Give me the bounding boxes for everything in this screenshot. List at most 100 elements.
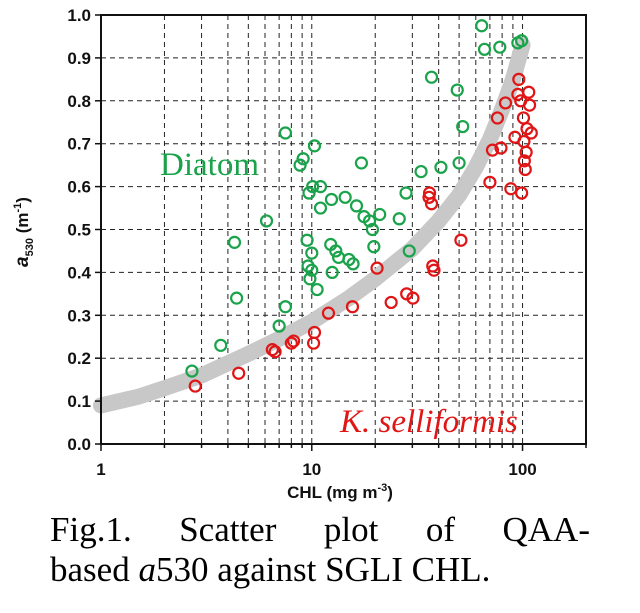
point-diatom (313, 201, 328, 215)
point-diatom (434, 160, 448, 174)
point-diatom (272, 319, 286, 333)
point-diatom (214, 338, 228, 352)
caption-line-2: based a530 against SGLI CHL. (50, 550, 590, 590)
point-diatom (324, 192, 339, 207)
caption-line-1: Fig.1. Scatter plot of QAA- (50, 510, 590, 550)
caption-line2-suffix: 530 against SGLI CHL. (155, 550, 491, 589)
point-k-selliformis (287, 334, 301, 348)
x-axis-label: CHL (mg m-3) (287, 482, 393, 502)
point-diatom (259, 214, 274, 228)
point-k-selliformis (232, 366, 246, 380)
point-k-selliformis (284, 336, 298, 350)
point-diatom (475, 19, 489, 33)
point-k-selliformis (485, 143, 500, 157)
point-k-selliformis (265, 343, 279, 357)
point-k-selliformis (516, 111, 531, 125)
point-k-selliformis (524, 126, 538, 140)
point-diatom (414, 164, 428, 179)
y-tick-label: 0.3 (67, 306, 91, 325)
point-diatom (329, 244, 343, 258)
point-diatom (313, 180, 328, 194)
y-tick-label: 0.0 (67, 435, 91, 454)
y-tick-label: 0.8 (67, 92, 91, 111)
point-k-selliformis (515, 186, 529, 200)
y-tick-label: 0.2 (67, 349, 91, 368)
point-diatom (300, 233, 314, 247)
point-k-selliformis (306, 336, 321, 350)
point-diatom (399, 186, 413, 200)
point-k-selliformis (494, 141, 508, 155)
y-tick-label: 0.4 (67, 263, 91, 282)
y-axis-ticks: 0.0 0.1 0.2 0.3 0.4 0.5 0.6 0.7 0.8 0.9 1.0 (67, 6, 101, 454)
y-tick-label: 0.9 (67, 49, 91, 68)
caption-word: of (425, 510, 455, 549)
point-diatom (392, 212, 406, 226)
point-diatom (338, 190, 352, 204)
point-diatom (306, 180, 320, 194)
y-tick-label: 0.1 (67, 392, 91, 411)
figure-caption: Fig.1. Scatter plot of QAA- based a530 a… (50, 510, 590, 590)
point-k-selliformis (370, 261, 384, 275)
point-k-selliformis (427, 263, 441, 277)
point-diatom (373, 207, 387, 222)
point-diatom (227, 235, 242, 249)
point-diatom (310, 282, 324, 297)
point-diatom (293, 158, 307, 172)
caption-word: QAA- (502, 510, 590, 549)
point-k-selliformis (406, 291, 420, 305)
point-diatom (367, 240, 381, 254)
caption-line2-italic: a (138, 550, 156, 589)
point-diatom (346, 257, 360, 271)
point-diatom (515, 34, 529, 48)
point-k-selliformis (522, 85, 536, 99)
point-k-selliformis (498, 96, 513, 110)
point-k-selliformis (424, 197, 439, 211)
point-diatom (307, 139, 322, 153)
scatter-chart: 0.0 0.1 0.2 0.3 0.4 0.5 0.6 0.7 0.8 0.9 1.0 1 10 100… (12, 6, 587, 502)
point-diatom (452, 156, 466, 170)
point-diatom (362, 214, 377, 228)
point-diatom (303, 272, 317, 286)
point-k-selliformis (321, 306, 336, 320)
point-diatom (424, 70, 439, 84)
data-points (185, 19, 538, 393)
point-diatom (493, 40, 507, 54)
trend-curve (93, 37, 531, 414)
annotation-diatom: Diatom (160, 147, 259, 183)
point-diatom (278, 126, 293, 140)
x-tick-label: 100 (508, 460, 536, 479)
point-diatom (402, 244, 416, 258)
point-diatom (477, 42, 492, 56)
point-diatom (354, 156, 369, 170)
x-axis-ticks: 1 10 100 (96, 444, 587, 479)
caption-word: plot (323, 510, 379, 549)
y-tick-label: 0.6 (67, 178, 91, 197)
point-k-selliformis (188, 379, 202, 393)
point-k-selliformis (483, 175, 497, 189)
caption-word: Fig.1. (50, 510, 132, 549)
point-diatom (365, 222, 380, 237)
annotation-k-selliformis: K. selliformis (339, 404, 518, 440)
point-k-selliformis (512, 72, 526, 86)
point-k-selliformis (517, 154, 531, 168)
caption-word: Scatter (179, 510, 277, 549)
point-diatom (278, 300, 293, 314)
point-diatom (185, 364, 199, 378)
point-k-selliformis (504, 182, 518, 196)
point-diatom (456, 119, 470, 134)
point-k-selliformis (518, 162, 532, 177)
y-tick-label: 0.5 (67, 221, 91, 240)
point-k-selliformis (345, 300, 360, 314)
point-k-selliformis (454, 233, 468, 247)
y-tick-label: 1.0 (67, 6, 91, 25)
point-diatom (305, 263, 319, 277)
point-k-selliformis (384, 295, 398, 310)
point-diatom (450, 83, 464, 97)
point-k-selliformis (307, 325, 322, 340)
point-diatom (305, 246, 319, 260)
point-k-selliformis (522, 98, 537, 112)
point-diatom (325, 265, 339, 279)
point-diatom (349, 199, 364, 213)
y-tick-label: 0.7 (67, 135, 91, 154)
point-k-selliformis (268, 345, 282, 359)
